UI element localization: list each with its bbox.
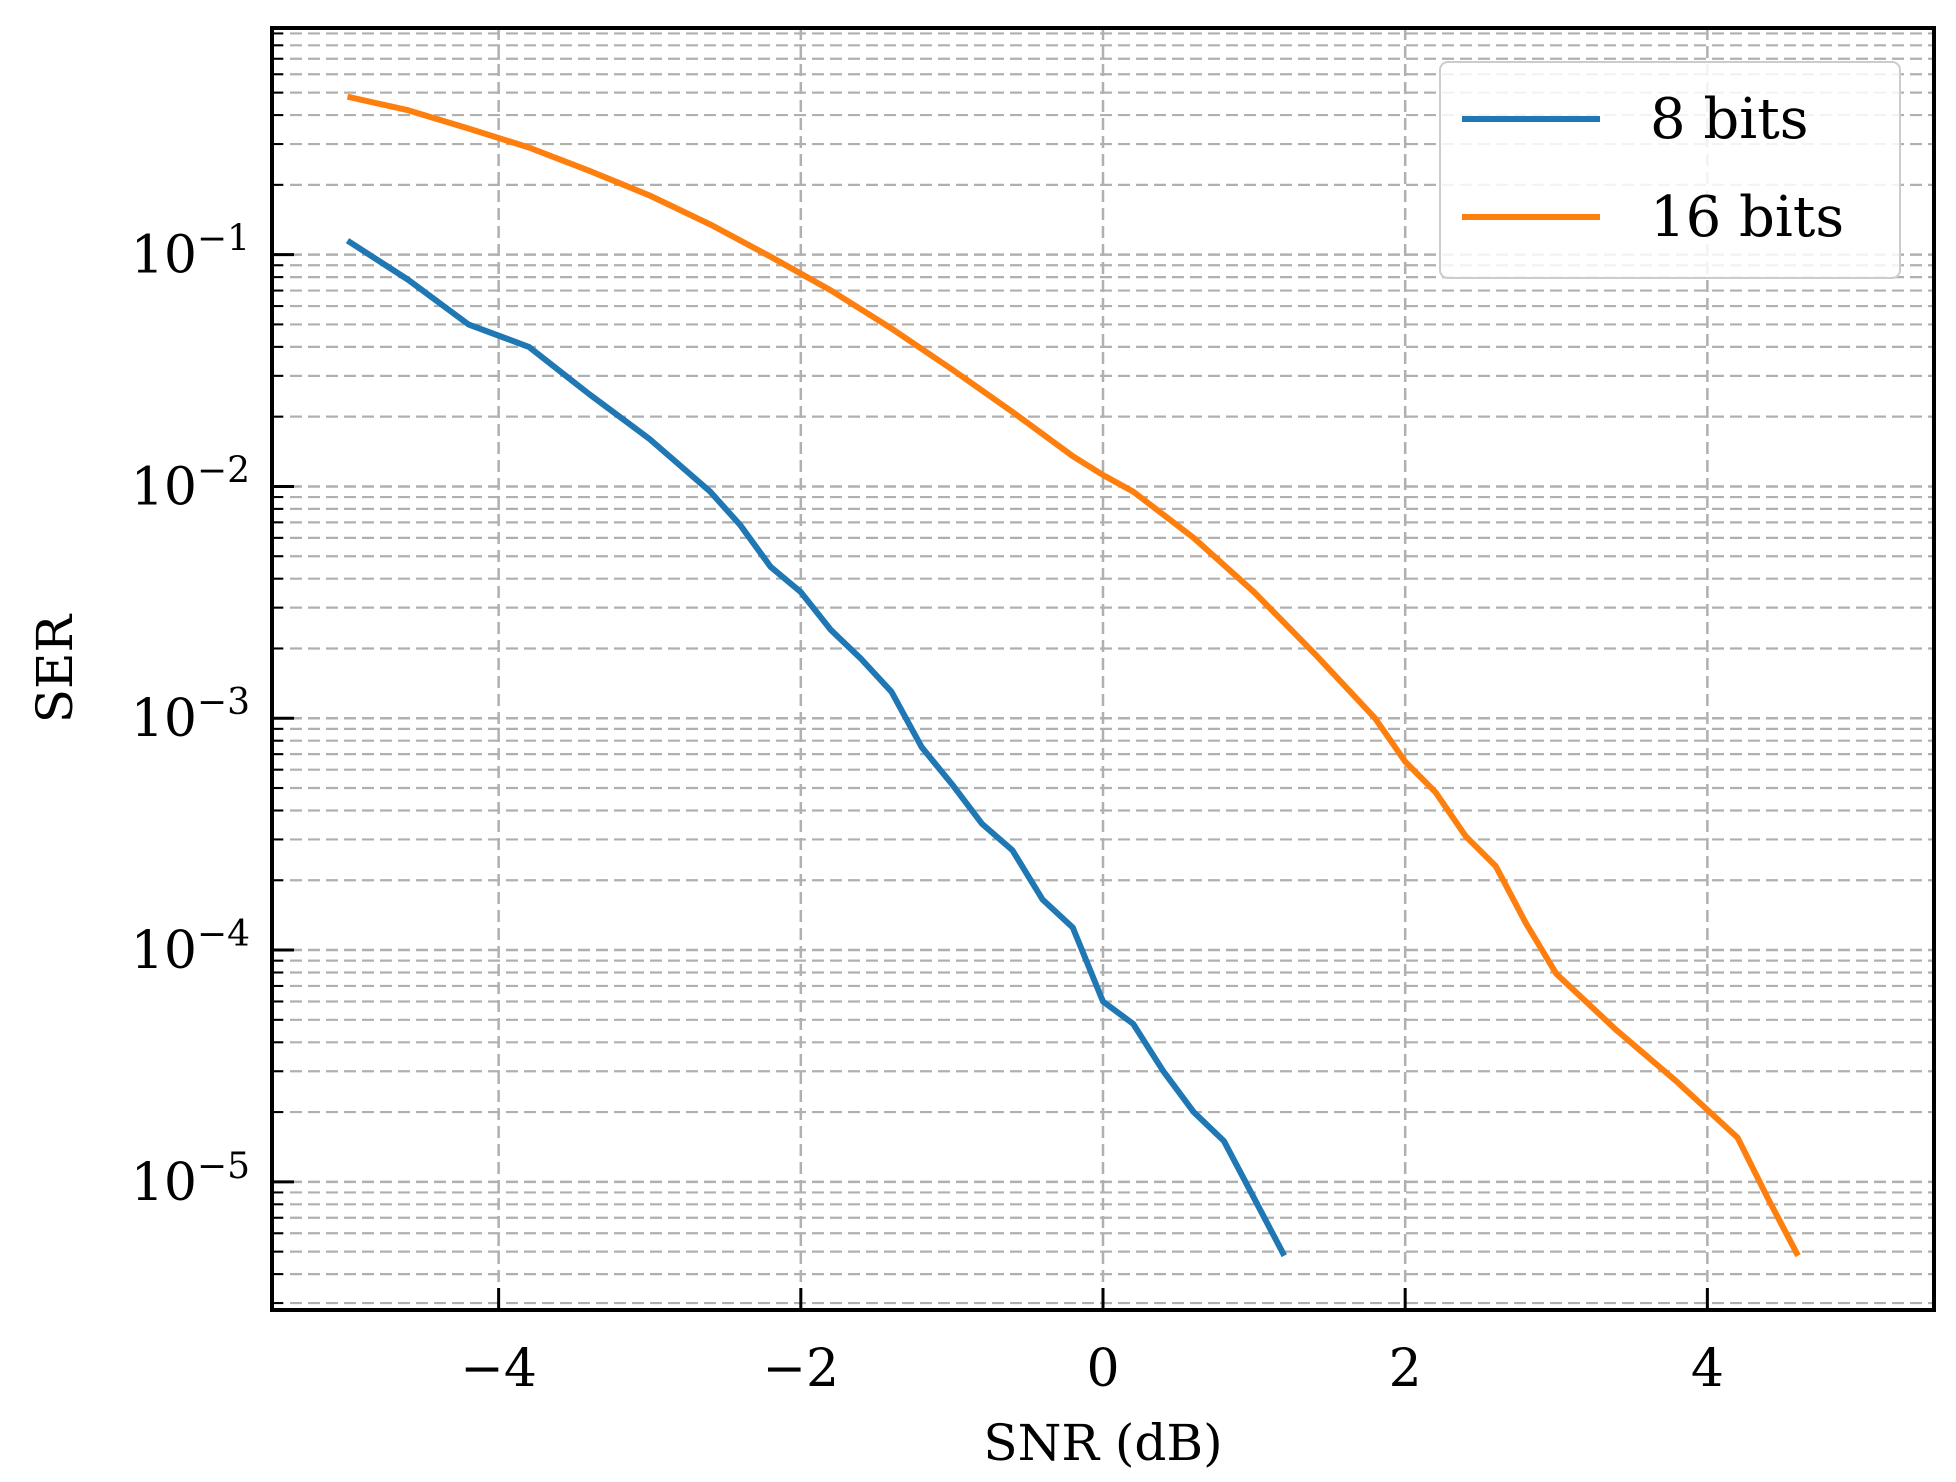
- axis-ticks: −4 −2 0 2 4 10−1 10−2 10−3 10−4 10−5: [131, 32, 1724, 1399]
- legend-label-8-bits: 8 bits: [1650, 87, 1808, 152]
- y-tick-label: 10−3: [131, 682, 250, 749]
- x-tick-label: −4: [460, 1339, 537, 1399]
- series-line-8-bits: [345, 238, 1287, 1258]
- y-tick-label: 10−2: [131, 450, 250, 517]
- series-line-16-bits: [346, 93, 1801, 1258]
- y-axis-label: SER: [26, 613, 84, 723]
- series-lines: [345, 93, 1801, 1258]
- y-tick-label: 10−1: [131, 219, 250, 286]
- y-tick-label: 10−5: [131, 1146, 250, 1213]
- x-tick-label: 2: [1389, 1339, 1422, 1399]
- legend: 8 bits 16 bits: [1439, 61, 1901, 279]
- legend-label-16-bits: 16 bits: [1650, 185, 1844, 250]
- x-tick-label: −2: [762, 1339, 839, 1399]
- grid: [272, 28, 1934, 1310]
- x-tick-label: 0: [1086, 1339, 1119, 1399]
- y-tick-label: 10−4: [131, 914, 250, 981]
- x-tick-label: 4: [1691, 1339, 1724, 1399]
- x-axis-label: SNR (dB): [983, 1414, 1222, 1472]
